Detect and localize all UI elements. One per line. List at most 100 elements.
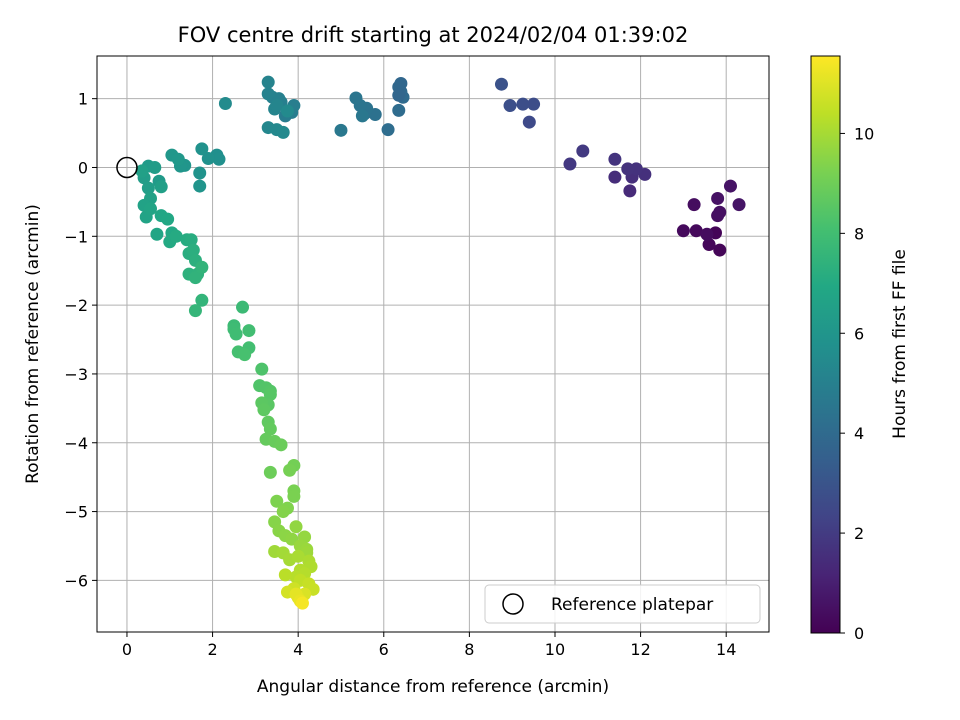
data-point [195,142,209,156]
data-point [503,99,517,113]
data-point [394,77,408,91]
x-tick-label: 2 [207,640,217,659]
colorbar-tick-label: 10 [854,124,874,143]
y-tick-label: −1 [64,227,88,246]
y-tick-label: −2 [64,296,88,315]
data-point [278,568,292,582]
y-tick-label: 1 [78,90,88,109]
data-point [687,198,701,212]
data-point [676,224,690,238]
x-tick-label: 12 [630,640,650,659]
legend-entry-reference-platepar: Reference platepar [551,595,713,615]
data-point [144,202,158,216]
y-tick-label: −6 [64,571,88,590]
data-point [201,152,215,166]
data-point [242,324,256,338]
x-axis: 0 2 4 6 8 10 12 14 [122,632,736,659]
data-point [141,181,155,195]
data-point [171,152,185,166]
data-point [276,505,290,519]
plot-background [97,56,769,632]
colorbar-label: Hours from first FF file [890,249,910,439]
colorbar-tick-label: 4 [854,424,864,443]
data-point [274,438,288,452]
data-point [218,96,232,110]
colorbar-gradient [810,55,841,634]
data-point [392,103,406,117]
data-point [212,152,226,166]
colorbar-tick-label: 8 [854,224,864,243]
data-point [236,300,250,314]
x-tick-label: 8 [464,640,474,659]
data-point [700,227,714,241]
x-tick-label: 4 [293,640,303,659]
data-point [195,293,209,307]
data-point [188,271,202,285]
reference-marker [116,156,138,179]
data-point [276,125,290,139]
data-point [522,115,536,129]
data-point [349,91,363,105]
colorbar-ticks: 0 2 4 6 8 10 [840,124,874,643]
data-point [186,243,200,257]
data-point [702,238,716,252]
y-tick-label: −5 [64,503,88,522]
data-point [563,157,577,171]
data-point [516,97,530,111]
data-point [169,229,183,243]
data-point [193,179,207,193]
data-point [355,109,369,123]
x-tick-label: 0 [122,640,132,659]
data-point [135,164,149,178]
colorbar-tick-label: 6 [854,324,864,343]
data-point [494,77,508,91]
data-point [280,104,294,118]
colorbar-tick-label: 0 [854,624,864,643]
grid [97,56,769,632]
data-point [195,260,209,274]
y-tick-label: 0 [78,158,88,177]
reference-platepar-marker [116,156,138,179]
colorbar: 0 2 4 6 8 10 Hours from first FF file [810,55,910,643]
data-point [392,88,406,102]
data-point [261,75,275,89]
data-point [263,465,277,479]
data-point [732,198,746,212]
data-point [184,233,198,247]
legend[interactable]: Reference platepar [484,584,761,624]
data-point [334,123,348,137]
data-point [283,463,297,477]
data-point [527,97,541,111]
data-point [689,224,703,238]
data-point [608,152,622,166]
data-point [238,348,252,362]
data-point [263,388,277,402]
data-point [161,212,175,226]
data-point [713,243,727,257]
data-point [270,494,284,508]
data-point [576,144,590,158]
y-axis-label: Rotation from reference (arcmin) [23,204,43,484]
legend-box [484,584,761,624]
data-point [257,403,271,417]
data-point [291,549,305,563]
x-tick-label: 6 [379,640,389,659]
data-point [154,180,168,194]
data-point [289,520,303,534]
colorbar-tick-label: 2 [854,524,864,543]
plot-frame [96,55,770,633]
legend-reference-marker-icon [502,593,524,615]
y-tick-label: −4 [64,434,88,453]
scatter-points [135,75,746,610]
data-point [270,99,284,113]
data-point [261,87,275,101]
data-point [623,184,637,198]
data-point [188,304,202,318]
y-tick-label: −3 [64,365,88,384]
data-point [148,160,162,174]
x-axis-label: Angular distance from reference (arcmin) [257,677,609,697]
data-point [713,205,727,219]
data-point [263,422,277,436]
data-point [381,123,395,137]
y-axis: −6 −5 −4 −3 −2 −1 0 1 [64,90,97,590]
